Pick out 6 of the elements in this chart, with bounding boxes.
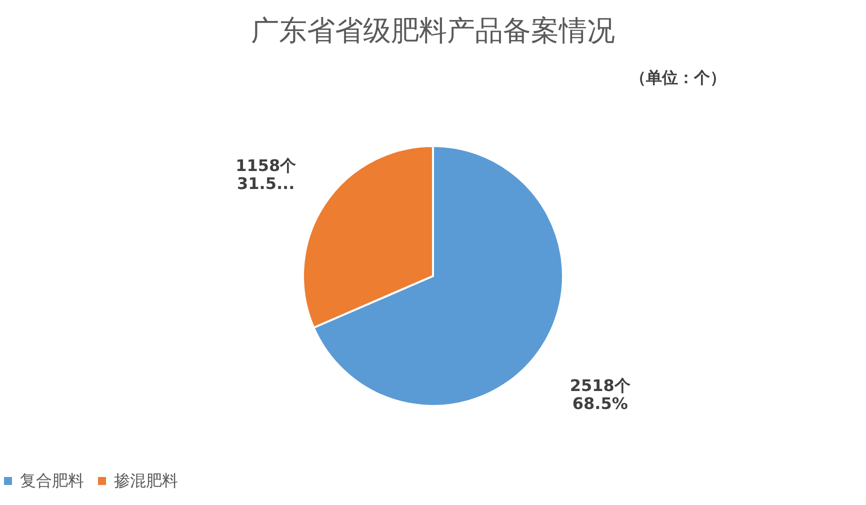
data-label: 1158个 31.5... [236,156,298,194]
data-label: 2518个 68.5% [570,376,632,413]
chart-title: 广东省省级肥料产品备案情况 [251,14,615,47]
legend-label: 复合肥料 [20,471,84,490]
text: （单位：个） [630,68,726,87]
legend-label: 掺混肥料 [114,471,178,490]
